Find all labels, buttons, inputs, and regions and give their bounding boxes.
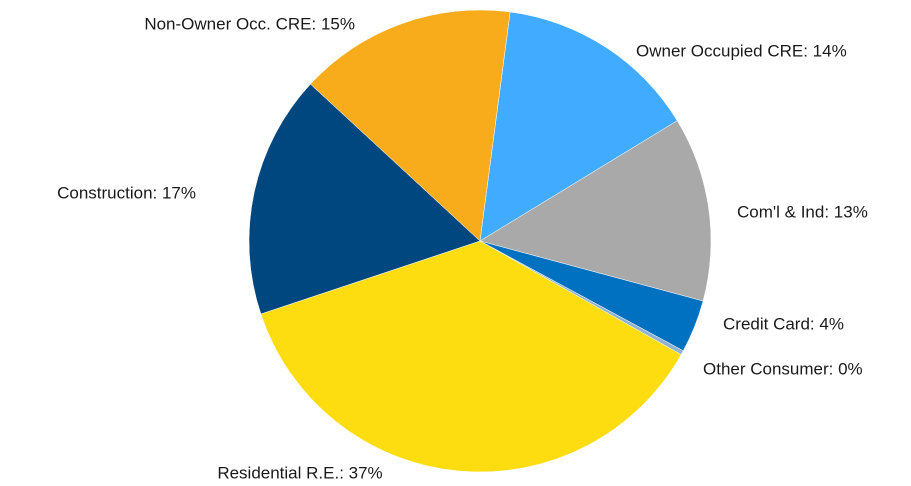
pie-slice [248, 83, 481, 315]
pie-slice [260, 240, 682, 473]
pie-slice [479, 11, 678, 242]
slice-label: Owner Occupied CRE: 14% [636, 41, 847, 60]
slice-label: Non-Owner Occ. CRE: 15% [144, 14, 355, 33]
slice-label: Credit Card: 4% [723, 314, 844, 333]
slice-label: Residential R.E.: 37% [217, 463, 382, 482]
slice-label: Other Consumer: 0% [703, 359, 863, 378]
pie-slice [310, 9, 511, 242]
slice-label: Construction: 17% [57, 183, 196, 202]
pie-slice [479, 120, 712, 302]
slice-label: Com'l & Ind: 13% [737, 202, 868, 221]
